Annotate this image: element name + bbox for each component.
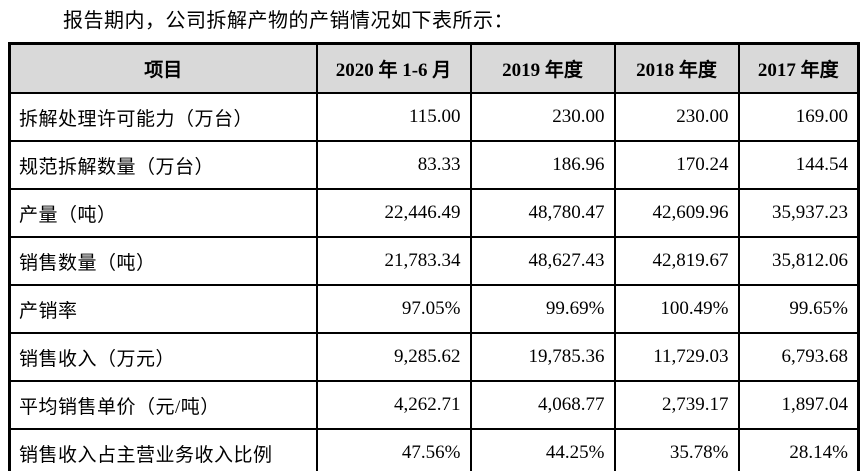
cell-value: 1,897.04 [737,380,860,430]
intro-text: 报告期内，公司拆解产物的产销情况如下表所示： [63,10,514,32]
header-cell-2018: 2018 年度 [613,42,740,94]
cell-value: 22,446.49 [315,188,472,238]
header-cell-2020-h1: 2020 年 1-6 月 [315,42,472,94]
cell-value: 44.25% [469,428,616,471]
row-label: 销售数量（吨） [8,236,318,286]
cell-value: 4,262.71 [315,380,472,430]
header-cell-item: 项目 [8,42,318,94]
table-row: 产销率 97.05% 99.69% 100.49% 99.65% [8,284,860,334]
cell-value: 115.00 [315,92,472,142]
row-label: 拆解处理许可能力（万台） [8,92,318,142]
cell-value: 11,729.03 [613,332,740,382]
cell-value: 35.78% [613,428,740,471]
table-row: 产量（吨） 22,446.49 48,780.47 42,609.96 35,9… [8,188,860,238]
cell-value: 100.49% [613,284,740,334]
table-row: 销售收入（万元） 9,285.62 19,785.36 11,729.03 6,… [8,332,860,382]
table-row: 平均销售单价（元/吨） 4,262.71 4,068.77 2,739.17 1… [8,380,860,430]
cell-value: 21,783.34 [315,236,472,286]
cell-value: 9,285.62 [315,332,472,382]
cell-value: 35,937.23 [737,188,860,238]
cell-value: 144.54 [737,140,860,190]
row-label: 产销率 [8,284,318,334]
header-cell-2017: 2017 年度 [737,42,860,94]
row-label: 销售收入（万元） [8,332,318,382]
cell-value: 35,812.06 [737,236,860,286]
row-label: 规范拆解数量（万台） [8,140,318,190]
cell-value: 42,609.96 [613,188,740,238]
cell-value: 99.65% [737,284,860,334]
cell-value: 47.56% [315,428,472,471]
header-cell-2019: 2019 年度 [469,42,616,94]
table-row: 销售数量（吨） 21,783.34 48,627.43 42,819.67 35… [8,236,860,286]
table-row: 规范拆解数量（万台） 83.33 186.96 170.24 144.54 [8,140,860,190]
cell-value: 48,627.43 [469,236,616,286]
cell-value: 99.69% [469,284,616,334]
cell-value: 186.96 [469,140,616,190]
cell-value: 6,793.68 [737,332,860,382]
row-label: 产量（吨） [8,188,318,238]
cell-value: 2,739.17 [613,380,740,430]
cell-value: 170.24 [613,140,740,190]
cell-value: 230.00 [613,92,740,142]
cell-value: 169.00 [737,92,860,142]
cell-value: 83.33 [315,140,472,190]
row-label: 销售收入占主营业务收入比例 [8,428,318,471]
cell-value: 230.00 [469,92,616,142]
cell-value: 19,785.36 [469,332,616,382]
cell-value: 48,780.47 [469,188,616,238]
cell-value: 42,819.67 [613,236,740,286]
table-row: 拆解处理许可能力（万台） 115.00 230.00 230.00 169.00 [8,92,860,142]
row-label: 平均销售单价（元/吨） [8,380,318,430]
cell-value: 4,068.77 [469,380,616,430]
table-row: 销售收入占主营业务收入比例 47.56% 44.25% 35.78% 28.14… [8,428,860,471]
table-header-row: 项目 2020 年 1-6 月 2019 年度 2018 年度 2017 年度 [8,42,860,94]
production-sales-table: 项目 2020 年 1-6 月 2019 年度 2018 年度 2017 年度 … [8,42,860,471]
cell-value: 28.14% [737,428,860,471]
cell-value: 97.05% [315,284,472,334]
